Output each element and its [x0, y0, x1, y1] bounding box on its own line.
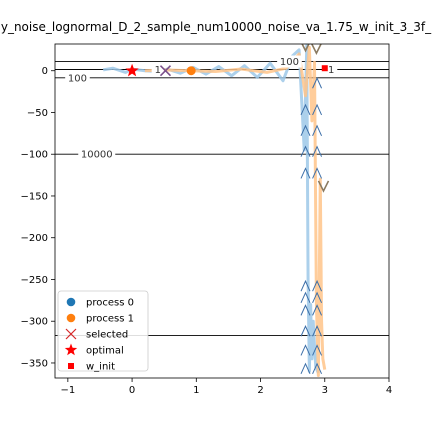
selected-marker — [300, 145, 311, 157]
selected-marker — [312, 362, 323, 375]
selected-marker — [312, 145, 323, 157]
y-tick-label: −300 — [21, 317, 48, 328]
x-tick-label: 2 — [257, 385, 263, 396]
x-tick-label: 1 — [193, 385, 199, 396]
plot-frame — [54, 43, 390, 379]
selected-marker — [312, 344, 323, 356]
selected-marker — [300, 362, 311, 375]
selected-marker — [300, 291, 311, 304]
contour-label: 1 — [328, 65, 334, 76]
contour-label-bg — [78, 148, 116, 161]
selected-marker — [159, 65, 172, 77]
optimal-marker — [125, 63, 139, 77]
legend: process 0 process 1 selected optimal w_init — [57, 290, 149, 373]
legend-label: process 0 — [86, 298, 134, 309]
selected-marker — [312, 279, 323, 292]
legend-marker — [68, 363, 74, 369]
contour-label: 100 — [68, 73, 87, 84]
selected-marker — [312, 167, 323, 179]
contour-label: 100 — [280, 57, 299, 68]
x-tick-label: 3 — [322, 385, 328, 396]
y-tick-label: −150 — [21, 191, 48, 202]
selected-marker — [300, 103, 311, 116]
selected-marker — [300, 344, 311, 356]
y-tick-label: −200 — [21, 233, 48, 244]
contour-label-bg — [277, 55, 302, 68]
y-tick-label: −50 — [27, 108, 48, 119]
legend-marker — [66, 313, 76, 323]
legend-marker — [65, 328, 77, 340]
selected-marker — [300, 325, 311, 337]
series-line-process-1 — [144, 45, 327, 377]
x-tick-label: 0 — [129, 385, 135, 396]
y-tick-label: −250 — [21, 275, 48, 286]
selected-marker — [300, 124, 311, 137]
y-tick-label: 0 — [42, 66, 48, 77]
chart-title: y_noise_lognormal_D_2_sample_num10000_no… — [1, 20, 432, 34]
contour-label: 10000 — [81, 150, 113, 161]
legend-label: optimal — [86, 346, 124, 357]
axes: −1 0 1 2 3 4 0 −50 −100 −150 −200 −250 −300 −350 — [21, 66, 393, 396]
legend-box — [57, 290, 149, 372]
selected-marker — [310, 44, 322, 55]
contour-label-bg — [65, 71, 90, 84]
selected-marker — [300, 167, 311, 179]
process-1-point — [186, 66, 196, 76]
legend-marker — [64, 343, 78, 356]
selected-marker — [312, 77, 323, 89]
selected-marker — [312, 325, 323, 337]
w-init-marker — [321, 65, 328, 72]
selected-marker — [312, 103, 323, 116]
contour-label-bg — [325, 63, 338, 76]
selected-marker — [300, 304, 311, 316]
legend-marker — [66, 297, 76, 307]
selected-marker — [317, 180, 330, 193]
x-tick-label: −1 — [60, 385, 75, 396]
selected-marker — [312, 291, 323, 304]
y-tick-label: −350 — [21, 358, 48, 369]
contour-label: 1 — [155, 65, 161, 76]
legend-label: w_init — [86, 362, 115, 373]
x-tick-label: 4 — [386, 385, 392, 396]
legend-label: selected — [86, 330, 128, 341]
y-tick-label: −100 — [21, 150, 48, 161]
selected-marker — [312, 304, 323, 316]
plot-area: 100 1 1 100 10000 — [55, 44, 389, 377]
selected-marker — [300, 279, 311, 292]
selected-marker — [312, 124, 323, 137]
legend-label: process 1 — [86, 314, 134, 325]
